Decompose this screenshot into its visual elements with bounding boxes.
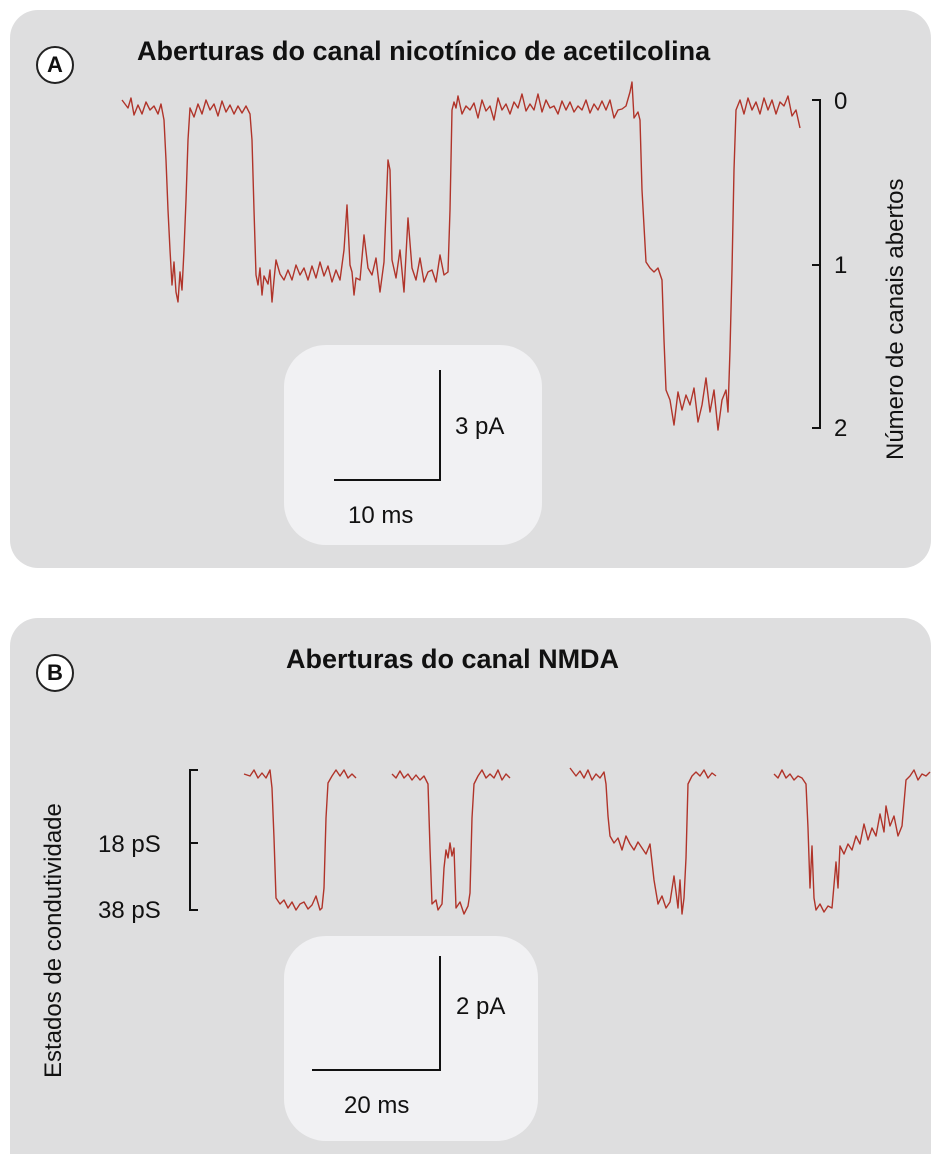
nicotinic-right-axis-bracket [812, 99, 821, 429]
panel-b-badge: B [36, 654, 74, 692]
panel-a-badge: A [36, 46, 74, 84]
panel-a-scale-box [284, 345, 542, 545]
panel-a-scale-bar [334, 370, 441, 481]
conductance-left-bracket [189, 769, 198, 911]
tick-38ps: 38 pS [98, 897, 161, 924]
panel-a-scale-time: 10 ms [348, 502, 414, 529]
panel-a: A Aberturas do canal nicotínico de aceti… [10, 10, 931, 568]
axis-tick-1: 1 [834, 252, 848, 279]
panel-a-scale-current: 3 pA [455, 413, 505, 440]
axis-tick-0: 0 [834, 88, 848, 115]
panel-b-scale-current: 2 pA [456, 993, 506, 1020]
axis-tick-2: 2 [834, 415, 848, 442]
panel-b-scale-time: 20 ms [344, 1092, 410, 1119]
panel-b: B Aberturas do canal NMDA Estados de con… [10, 618, 931, 1154]
panel-b-title: Aberturas do canal NMDA [286, 644, 620, 674]
panel-b-scale-box [284, 936, 538, 1141]
panel-a-title: Aberturas do canal nicotínico de acetilc… [137, 36, 711, 66]
nmda-current-trace [243, 767, 931, 915]
nicotinic-current-trace [121, 81, 801, 431]
panel-b-scale-bar [312, 956, 441, 1071]
tick-18ps: 18 pS [98, 831, 161, 858]
